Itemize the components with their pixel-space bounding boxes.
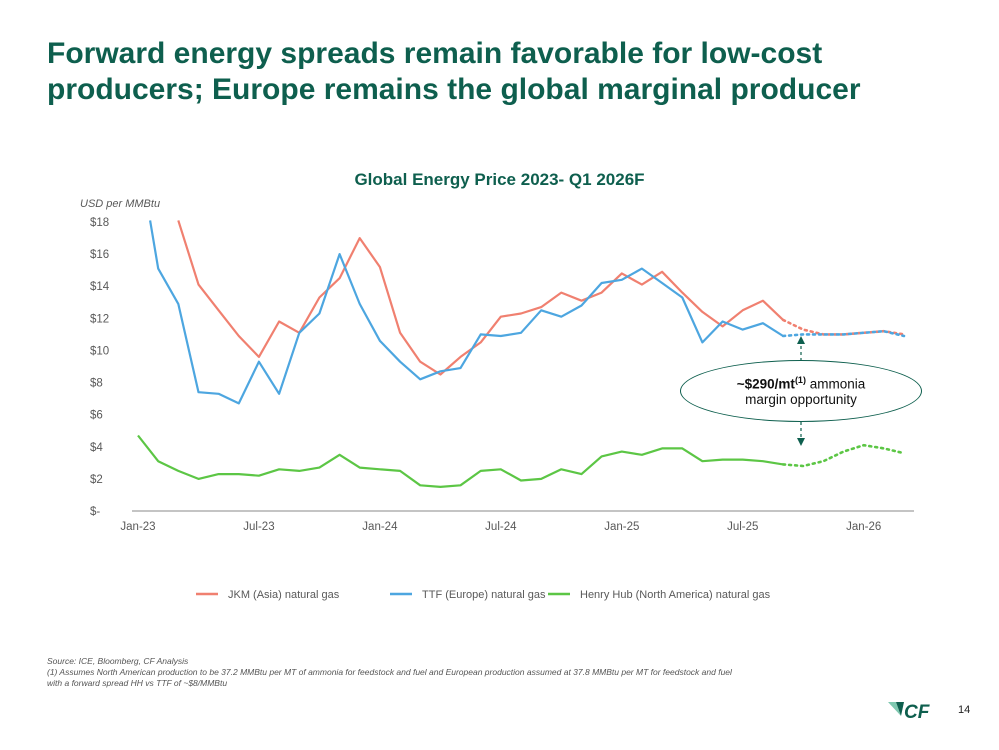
y-tick-label: $2 xyxy=(90,474,103,486)
y-tick-label: $12 xyxy=(90,313,109,325)
x-tick-label: Jul-23 xyxy=(243,521,274,533)
x-tick-label: Jan-24 xyxy=(362,521,398,533)
footnote-1-line-2: with a forward spread HH vs TTF of ~$8/M… xyxy=(47,678,228,688)
callout-value: ~$290/mt xyxy=(736,376,795,392)
x-tick-label: Jul-24 xyxy=(485,521,517,533)
callout-arrowhead-bottom xyxy=(797,438,805,446)
page-title: Forward energy spreads remain favorable … xyxy=(47,37,861,106)
legend-label-jkm: JKM (Asia) natural gas xyxy=(228,589,340,601)
cf-logo: CF xyxy=(888,702,931,722)
hh-forecast-line xyxy=(781,443,906,468)
x-tick-label: Jul-25 xyxy=(727,521,758,533)
ttf-actual-line xyxy=(149,220,784,405)
y-tick-label: $8 xyxy=(90,378,103,390)
callout-arrowhead-top xyxy=(797,336,805,344)
source-note: Source: ICE, Bloomberg, CF Analysis xyxy=(47,656,189,666)
x-tick-label: Jan-26 xyxy=(846,521,881,533)
legend-label-ttf: TTF (Europe) natural gas xyxy=(422,589,546,601)
x-tick-label: Jan-25 xyxy=(604,521,639,533)
logo-text: CF xyxy=(904,702,931,722)
x-tick-label: Jan-23 xyxy=(120,521,155,533)
hh-actual-line xyxy=(137,434,784,488)
y-tick-label: $6 xyxy=(90,410,103,422)
logo-mark-light xyxy=(888,702,901,716)
margin-callout: ~$290/mt(1) ammonia margin opportunity xyxy=(680,360,922,422)
y-tick-label: $18 xyxy=(90,217,109,229)
callout-text-1: ammonia xyxy=(805,376,866,392)
footnote-1-line-1: (1) Assumes North American production to… xyxy=(47,667,732,677)
y-tick-label: $- xyxy=(90,506,100,518)
logo-mark-dark xyxy=(896,702,904,716)
callout-footnote-ref: (1) xyxy=(794,375,806,386)
callout-text-2: margin opportunity xyxy=(745,391,857,407)
y-tick-label: $10 xyxy=(90,345,109,357)
footnotes: Source: ICE, Bloomberg, CF Analysis (1) … xyxy=(47,656,887,689)
legend-label-hh: Henry Hub (North America) natural gas xyxy=(580,589,771,601)
y-tick-label: $14 xyxy=(90,281,110,293)
ttf-forecast-line xyxy=(781,329,906,338)
page-number: 14 xyxy=(958,704,971,716)
chart-title: Global Energy Price 2023- Q1 2026F xyxy=(354,170,645,189)
y-tick-label: $16 xyxy=(90,249,109,261)
y-tick-label: $4 xyxy=(90,442,103,454)
y-axis-label: USD per MMBtu xyxy=(80,198,160,210)
jkm-actual-line xyxy=(177,220,784,376)
